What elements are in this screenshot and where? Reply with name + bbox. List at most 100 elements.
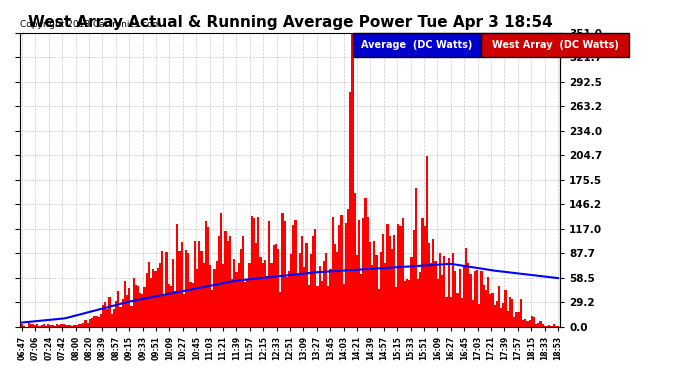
Bar xyxy=(299,253,301,327)
Bar xyxy=(364,198,366,327)
Bar xyxy=(533,317,535,327)
Bar xyxy=(139,293,141,327)
Bar xyxy=(500,308,502,327)
Bar xyxy=(130,306,132,327)
Bar xyxy=(549,325,551,327)
Bar xyxy=(426,156,428,327)
Bar xyxy=(538,323,540,327)
Bar xyxy=(277,249,279,327)
Bar xyxy=(366,216,369,327)
Bar xyxy=(435,261,437,327)
Bar xyxy=(303,267,306,327)
Bar xyxy=(144,287,146,327)
Bar xyxy=(37,324,39,327)
Bar xyxy=(115,301,117,327)
Title: West Array Actual & Running Average Power Tue Apr 3 18:54: West Array Actual & Running Average Powe… xyxy=(28,15,553,30)
Bar xyxy=(237,263,239,327)
Bar xyxy=(113,309,115,327)
Bar xyxy=(185,250,187,327)
Text: West Array  (DC Watts): West Array (DC Watts) xyxy=(492,40,618,50)
Bar xyxy=(183,294,185,327)
Bar xyxy=(467,262,469,327)
Bar xyxy=(222,264,224,327)
Bar xyxy=(542,324,544,327)
Bar xyxy=(555,326,557,327)
Bar xyxy=(349,92,351,327)
Bar xyxy=(535,324,538,327)
Bar xyxy=(351,33,353,327)
Bar xyxy=(402,218,404,327)
Bar xyxy=(319,266,321,327)
Bar xyxy=(273,246,275,327)
Bar xyxy=(250,216,253,327)
Bar xyxy=(50,325,52,327)
Bar xyxy=(21,324,23,327)
Bar xyxy=(310,254,312,327)
Bar xyxy=(80,324,82,327)
Bar xyxy=(95,316,97,327)
Bar xyxy=(439,253,441,327)
Bar xyxy=(340,215,342,327)
Bar xyxy=(430,264,432,327)
Bar xyxy=(428,243,430,327)
Bar xyxy=(137,286,139,327)
Bar xyxy=(347,209,349,327)
Bar xyxy=(446,297,448,327)
Bar xyxy=(312,236,314,327)
Bar xyxy=(110,314,113,327)
Bar xyxy=(400,226,402,327)
Bar xyxy=(526,321,529,327)
Bar xyxy=(338,225,340,327)
Bar xyxy=(465,248,467,327)
Bar xyxy=(262,262,264,327)
Bar xyxy=(295,220,297,327)
Bar xyxy=(177,224,179,327)
Bar xyxy=(380,252,382,327)
Bar xyxy=(369,242,371,327)
Bar xyxy=(493,305,495,327)
Bar xyxy=(504,290,506,327)
Bar xyxy=(47,324,50,327)
Bar xyxy=(522,320,524,327)
Bar xyxy=(353,193,356,327)
Bar xyxy=(78,324,80,327)
Bar xyxy=(391,249,393,327)
Bar xyxy=(443,256,446,327)
Bar xyxy=(211,290,213,327)
Bar xyxy=(452,253,454,327)
Bar xyxy=(207,227,209,327)
Bar xyxy=(279,292,282,327)
Bar xyxy=(56,324,58,327)
Bar xyxy=(43,324,45,327)
Bar xyxy=(93,316,95,327)
Bar xyxy=(422,218,424,327)
Bar xyxy=(316,286,319,327)
Bar xyxy=(65,326,67,327)
Bar xyxy=(45,326,47,327)
Bar xyxy=(30,324,32,327)
Bar xyxy=(375,255,377,327)
Bar xyxy=(150,279,152,327)
Bar xyxy=(41,326,43,327)
Bar xyxy=(146,273,148,327)
Bar xyxy=(23,326,26,327)
Bar xyxy=(456,294,459,327)
Bar xyxy=(73,326,76,327)
Bar xyxy=(551,326,553,327)
Bar xyxy=(356,255,358,327)
Bar xyxy=(196,270,198,327)
Bar xyxy=(395,287,397,327)
Bar xyxy=(506,310,509,327)
Bar xyxy=(509,297,511,327)
Bar xyxy=(482,285,485,327)
Bar xyxy=(419,272,422,327)
Bar xyxy=(345,223,347,327)
Bar xyxy=(327,286,329,327)
Bar xyxy=(141,294,144,327)
Bar xyxy=(408,280,411,327)
Bar xyxy=(268,221,270,327)
Bar xyxy=(200,251,203,327)
Bar xyxy=(529,320,531,327)
Bar xyxy=(220,213,222,327)
Bar xyxy=(424,226,426,327)
